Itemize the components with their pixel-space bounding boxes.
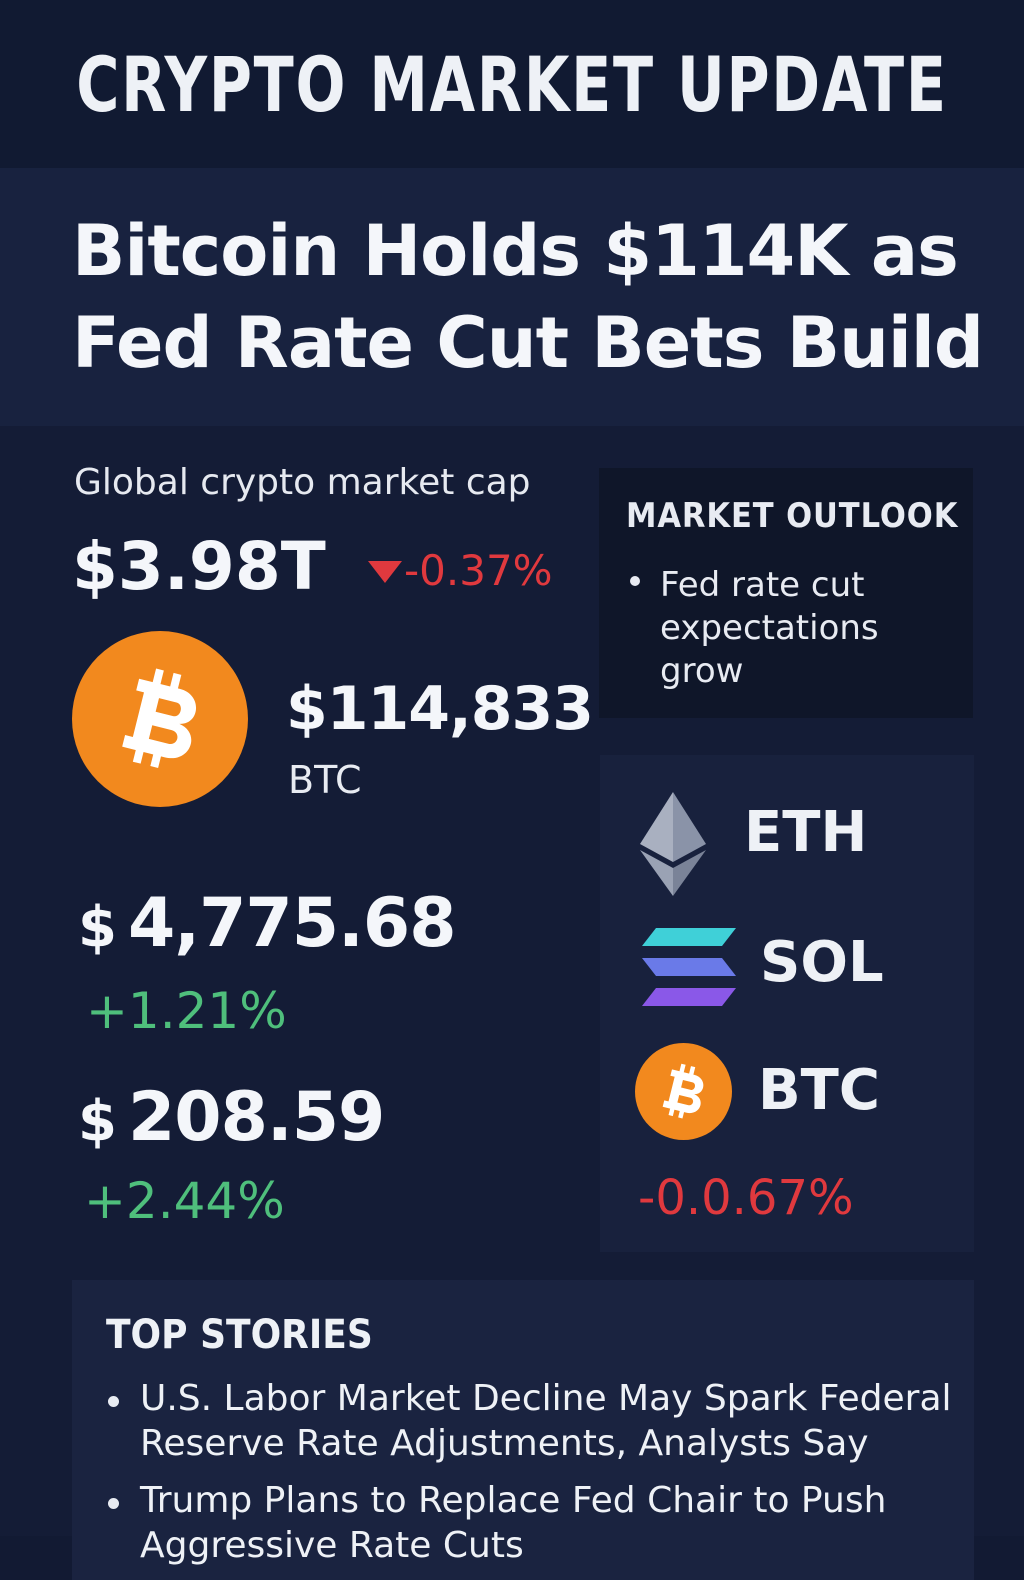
bitcoin-icon (635, 1043, 732, 1140)
outlook-item: Fed rate cut expectations grow (660, 565, 879, 691)
btc-price: $114,833 (286, 674, 594, 744)
story-item[interactable]: U.S. Labor Market Decline May Spark Fede… (108, 1376, 958, 1466)
eth-label: ETH (744, 800, 868, 865)
btc-ticker: BTC (288, 758, 362, 802)
market-cap-change-value: -0.37% (404, 546, 553, 595)
eth-change: +1.21% (86, 982, 287, 1040)
bullet-icon (108, 1396, 119, 1407)
market-outlook-card (599, 468, 973, 718)
sol-label: SOL (760, 930, 884, 995)
story-text: Trump Plans to Replace Fed Chair to Push… (140, 1480, 887, 1566)
market-cap-change: -0.37% (368, 546, 553, 595)
btc-change: -0.0.67% (638, 1170, 854, 1226)
triangle-down-icon (368, 560, 402, 583)
bullet-icon (108, 1498, 119, 1509)
sol-change: +2.44% (84, 1172, 285, 1230)
market-outlook-title: MARKET OUTLOOK (626, 496, 959, 536)
top-banner (0, 0, 1024, 168)
ethereum-icon (640, 792, 706, 900)
market-cap-value: $3.98T (72, 528, 326, 605)
solana-icon (642, 928, 736, 1010)
sol-price: $208.59 (78, 1078, 385, 1157)
eth-currency-symbol: $ (78, 895, 117, 960)
market-cap-label: Global crypto market cap (74, 462, 531, 503)
banner-title: CRYPTO MARKET UPDATE (76, 40, 948, 129)
top-stories-card (72, 1280, 974, 1580)
sol-currency-symbol: $ (78, 1089, 117, 1154)
headline-section (0, 168, 1024, 426)
eth-price-value: 4,775.68 (127, 884, 457, 963)
eth-price: $4,775.68 (78, 884, 457, 963)
story-text: U.S. Labor Market Decline May Spark Fede… (140, 1378, 952, 1464)
btc-label: BTC (758, 1058, 880, 1123)
outlook-bullet (630, 576, 640, 586)
headline: Bitcoin Holds $114K as Fed Rate Cut Bets… (72, 205, 1012, 389)
headline-line-1: Bitcoin Holds $114K as (72, 210, 959, 292)
bitcoin-icon (72, 631, 248, 807)
story-item[interactable]: Trump Plans to Replace Fed Chair to Push… (108, 1478, 958, 1568)
headline-line-2: Fed Rate Cut Bets Build (72, 302, 984, 384)
top-stories-title: TOP STORIES (106, 1312, 373, 1358)
sol-price-value: 208.59 (127, 1078, 385, 1157)
